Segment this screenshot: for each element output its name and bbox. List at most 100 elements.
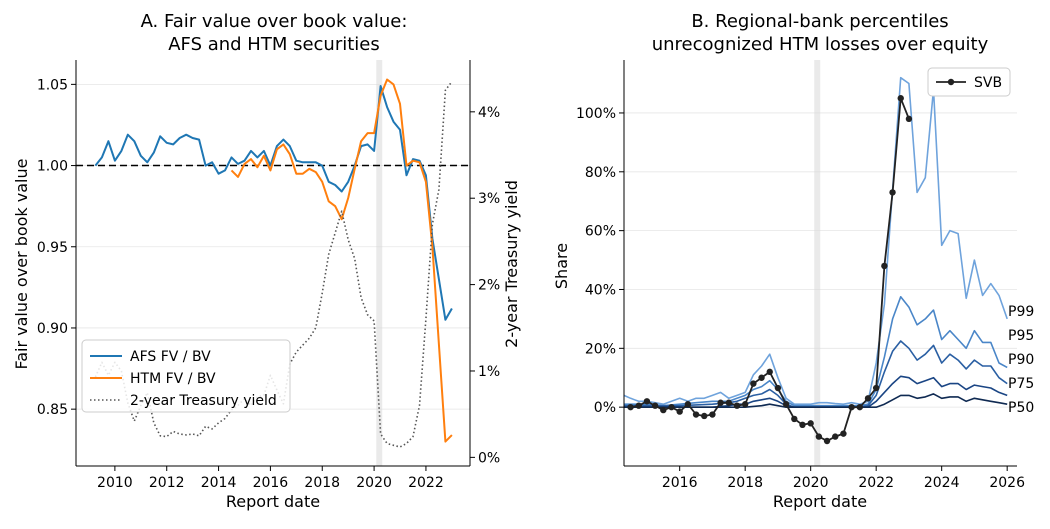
y2-tick-label: 1% (478, 364, 500, 380)
svb-point (635, 402, 642, 409)
y-tick-label: 1.00 (37, 159, 68, 175)
panel-a-x-ticks: 2010 2012 2014 2016 2018 2020 2022 (97, 466, 444, 491)
y2-tick-label: 0% (478, 450, 500, 466)
panel-b-x-ticks: 2016 2018 2020 2022 2024 2026 (662, 466, 1025, 491)
y2-tick-label: 2% (478, 278, 500, 294)
panel-b-series (623, 76, 1008, 445)
x-tick-label: 2022 (858, 475, 894, 491)
x-tick-label: 2016 (662, 475, 698, 491)
panel-b-legend: SVB (927, 67, 1011, 97)
series-line-p99 (623, 76, 1008, 406)
legend-label-afs-fv-bv: AFS FV / BV (130, 349, 211, 365)
legend-label-2-year-treasury-yield: 2-year Treasury yield (130, 393, 277, 409)
panel-a-y-ticks: 0.85 0.90 0.95 1.00 1.05 (37, 77, 76, 418)
svb-point (832, 433, 839, 440)
svb-point (823, 437, 831, 445)
svb-point (815, 433, 823, 440)
panel-b-end-labels: P99 P95 P90 P75 P50 (1008, 304, 1034, 416)
panel-b-y-ticks: 0% 20% 40% 60% 80% 100% (576, 106, 624, 416)
end-label-p90: P90 (1008, 352, 1034, 368)
x-tick-label: 2020 (356, 475, 392, 491)
svb-point (725, 399, 732, 406)
panel-a-y2-ticks: 0% 1% 2% 3% 4% (470, 105, 500, 466)
svb-point (889, 189, 896, 196)
svb-point (676, 408, 683, 415)
covid-shade (376, 60, 383, 466)
x-tick-label: 2026 (989, 475, 1025, 491)
svb-point (701, 412, 708, 420)
x-tick-label: 2014 (201, 475, 237, 491)
panel-a-subtitle: AFS and HTM securities (168, 34, 380, 55)
svb-point (864, 395, 872, 402)
svb-point (660, 406, 667, 414)
svb-point (791, 415, 798, 423)
series-line-p90 (624, 340, 1008, 409)
panel-a-y2-label: 2-year Treasury yield (502, 180, 521, 348)
x-tick-label: 2020 (793, 475, 829, 491)
panel-b-x-label: Report date (773, 492, 867, 511)
y-tick-label: 0.90 (37, 321, 68, 337)
panel-a-x-label: Report date (226, 492, 320, 511)
x-tick-label: 2012 (149, 475, 185, 491)
series-line-afs-fv-bv (94, 85, 453, 321)
y-tick-label: 0.95 (37, 240, 68, 256)
legend-box (927, 67, 1011, 97)
x-tick-label: 2018 (304, 475, 340, 491)
y-tick-label: 60% (585, 224, 616, 240)
series-line-p50 (624, 393, 1008, 409)
x-tick-label: 2024 (924, 475, 960, 491)
panel-a-title: A. Fair value over book value: (141, 11, 408, 32)
svb-point (799, 421, 806, 429)
end-label-p75: P75 (1008, 376, 1034, 392)
end-label-p50: P50 (1008, 400, 1034, 416)
svb-point (758, 374, 765, 381)
panel-b-y-label: Share (552, 243, 571, 289)
covid-shade (814, 60, 821, 466)
end-label-p99: P99 (1008, 304, 1034, 320)
svb-point (766, 368, 773, 376)
panel-a-shade (376, 60, 383, 466)
panel-b-frame (623, 60, 1017, 467)
panel-b-subtitle: unrecognized HTM losses over equity (652, 34, 989, 55)
y-tick-label: 80% (585, 165, 616, 181)
svb-point (840, 430, 847, 437)
y2-tick-label: 4% (478, 105, 500, 121)
series-line-htm-fv-bv (230, 78, 453, 443)
legend-box (81, 339, 291, 413)
y2-tick-label: 3% (478, 191, 500, 207)
x-tick-label: 2018 (727, 475, 763, 491)
panel-a-legend: AFS FV / BV HTM FV / BV 2-year Treasury yi… (81, 339, 291, 413)
svb-point (897, 95, 904, 102)
x-tick-label: 2022 (408, 475, 444, 491)
legend-label-htm-fv-bv: HTM FV / BV (130, 371, 216, 387)
svb-point (774, 384, 782, 392)
x-tick-label: 2010 (97, 475, 133, 491)
panel-b-title: B. Regional-bank percentiles (691, 11, 948, 32)
svb-point (643, 398, 651, 405)
panel-a: A. Fair value over book value: AFS and H… (12, 11, 521, 511)
x-tick-label: 2016 (253, 475, 289, 491)
y-tick-label: 0.85 (37, 402, 68, 418)
panel-b: B. Regional-bank percentiles unrecognize… (552, 11, 1034, 511)
svb-point (684, 401, 692, 408)
svb-point (733, 402, 741, 409)
y-tick-label: 20% (585, 341, 616, 357)
svb-point (741, 401, 749, 408)
svb-point (782, 401, 790, 408)
svb-point (717, 399, 724, 406)
svb-point (709, 411, 716, 418)
svb-point (905, 115, 913, 123)
y-tick-label: 1.05 (37, 77, 68, 93)
svb-point (651, 402, 659, 409)
legend-swatch-svb-marker (947, 78, 955, 86)
svb-point (627, 403, 634, 411)
y-tick-label: 100% (576, 106, 616, 122)
svb-point (692, 411, 700, 418)
panel-b-grid (624, 112, 1017, 408)
svb-point (848, 403, 855, 411)
svb-point (881, 262, 888, 270)
svb-point (750, 380, 757, 387)
svb-point (872, 384, 880, 392)
